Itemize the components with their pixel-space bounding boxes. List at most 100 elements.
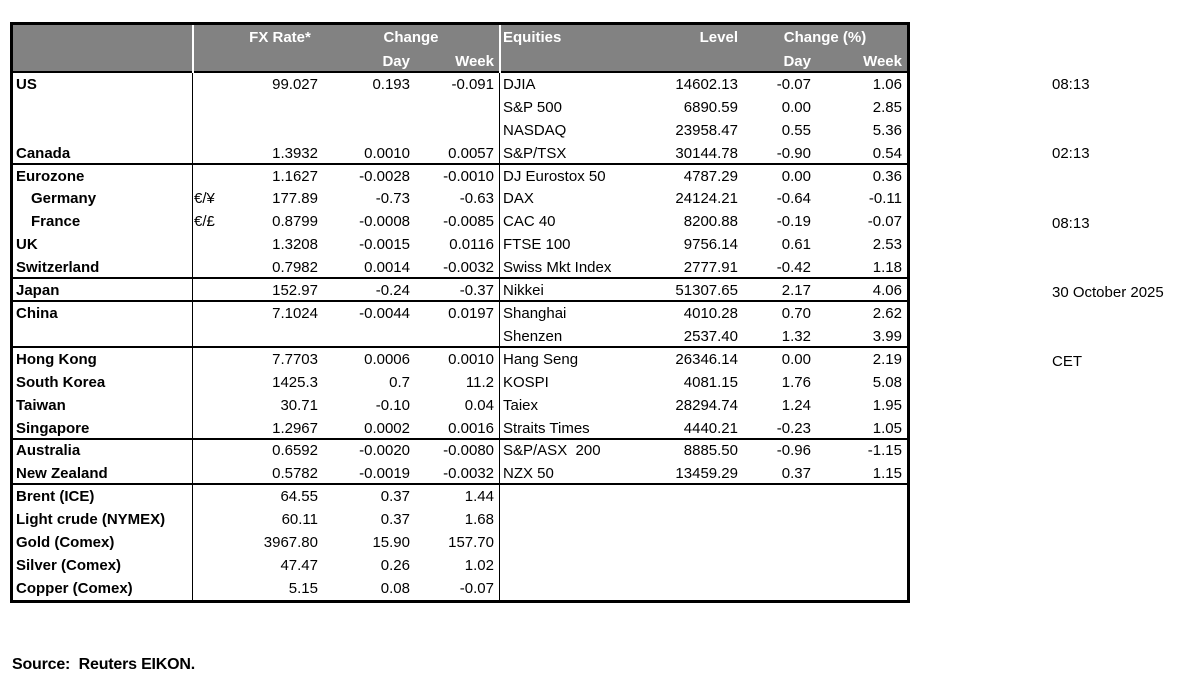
currency-pair-label: €/£	[194, 213, 215, 231]
fx-day-change: 0.0006	[364, 350, 410, 368]
region-label: France	[31, 213, 81, 231]
equity-name: S&P/TSX	[503, 144, 567, 162]
fx-rate-value: 152.97	[272, 282, 318, 300]
equity-level: 6890.59	[683, 98, 738, 116]
equity-name: NZX 50	[503, 465, 554, 483]
fx-day-change: 0.0010	[364, 144, 410, 162]
equity-level: 26346.14	[675, 350, 738, 368]
fx-day-change: 0.193	[372, 75, 410, 93]
fx-rate-value: 47.47	[280, 556, 318, 574]
table-row: Japan 152.97 -0.24 -0.37 Nikkei 51307.65 2.17 4…	[13, 279, 907, 302]
equity-day-change: 1.24	[781, 396, 811, 414]
table-row: Canada 1.3932 0.0010 0.0057 S&P/TSX 30144.78 -…	[13, 142, 907, 165]
equity-level: 51307.65	[675, 282, 738, 300]
fx-week-change: -0.091	[451, 75, 494, 93]
region-label: Taiwan	[16, 396, 66, 414]
table-row: China 7.1024 -0.0044 0.0197 Shanghai 4010.28 0…	[13, 302, 907, 325]
fx-day-change: -0.24	[375, 282, 410, 300]
fx-week-change: 0.0057	[448, 144, 494, 162]
region-label: Switzerland	[16, 259, 100, 277]
fx-week-change: 157.70	[448, 534, 494, 552]
fx-rate-value: 64.55	[280, 488, 318, 506]
region-label: Brent (ICE)	[16, 488, 95, 506]
timestamp-line: 02:13	[1052, 145, 1090, 163]
equity-name: Straits Times	[503, 419, 590, 437]
fx-rate-value: 30.71	[280, 396, 318, 414]
equity-week-change: 3.99	[872, 327, 902, 345]
fx-day-change: -0.0008	[359, 213, 410, 231]
fx-rate-value: 177.89	[272, 190, 318, 208]
fx-day-change: 0.37	[380, 511, 410, 529]
region-label: US	[16, 75, 37, 93]
region-label: Japan	[16, 282, 60, 300]
fx-week-change: 1.68	[464, 511, 494, 529]
fx-rate-value: 1.2967	[272, 419, 318, 437]
table-row: Light crude (NYMEX) 60.11 0.37 1.68	[13, 508, 907, 531]
fx-day-change: 0.0002	[364, 419, 410, 437]
equities-header: Equities	[503, 28, 562, 46]
equity-day-change: 2.17	[781, 282, 811, 300]
equity-week-change: 5.36	[872, 121, 902, 139]
fx-week-change: 0.04	[464, 396, 494, 414]
equity-day-change: -0.64	[776, 190, 811, 208]
region-label: Copper (Comex)	[16, 579, 133, 597]
equity-level: 8885.50	[683, 442, 738, 460]
fx-day-header: Day	[382, 52, 410, 70]
header-row-2: Day Week Day Week	[13, 49, 907, 73]
equity-level: 4010.28	[683, 305, 738, 323]
fx-day-change: 0.37	[380, 488, 410, 506]
fx-rate-value: 0.6592	[272, 442, 318, 460]
table-header: FX Rate* Change Equities Level Change (%…	[13, 25, 907, 73]
fx-day-change: 15.90	[372, 534, 410, 552]
equity-name: Shenzen	[503, 327, 563, 345]
equity-week-change: 1.15	[872, 465, 902, 483]
region-label: South Korea	[16, 373, 106, 391]
table-row: Gold (Comex) 3967.80 15.90 157.70	[13, 531, 907, 554]
header-cell-divider	[499, 25, 501, 73]
fx-rate-value: 7.7703	[272, 350, 318, 368]
equity-name: CAC 40	[503, 213, 556, 231]
table-body: US 99.027 0.193 -0.091 DJIA 14602.13 -0.07 1.06…	[13, 73, 907, 600]
fx-day-change: 0.7	[389, 373, 410, 391]
equity-name: Taiex	[503, 396, 539, 414]
equity-week-change: 1.05	[872, 419, 902, 437]
level-header: Level	[699, 28, 738, 46]
equity-day-change: 1.76	[781, 373, 811, 391]
fx-week-change: -0.0080	[443, 442, 494, 460]
equity-week-change: -0.11	[868, 190, 902, 208]
equity-level: 2537.40	[683, 327, 738, 345]
equity-name: Swiss Mkt Index	[503, 259, 612, 277]
fx-week-change: -0.0032	[443, 465, 494, 483]
fx-week-change: -0.37	[459, 282, 494, 300]
equity-name: FTSE 100	[503, 236, 571, 254]
equity-day-change: 0.70	[781, 305, 811, 323]
timestamp-line: 08:13	[1052, 76, 1090, 94]
header-cell-divider	[192, 25, 194, 73]
fx-day-change: -0.0015	[359, 236, 410, 254]
equity-name: S&P 500	[503, 98, 562, 116]
fx-week-change: 0.0010	[448, 350, 494, 368]
region-label: Light crude (NYMEX)	[16, 511, 166, 529]
equity-day-change: -0.19	[776, 213, 811, 231]
table-row: S&P 500 6890.59 0.00 2.85	[13, 96, 907, 119]
equity-day-change: -0.96	[776, 442, 811, 460]
equity-name: S&P/ASX 200	[503, 442, 601, 460]
fx-week-header: Week	[455, 52, 494, 70]
equity-level: 4081.15	[683, 373, 738, 391]
footnotes: Source: Reuters EIKON. * FX Rate for USD…	[12, 607, 809, 679]
equity-name: DAX	[503, 190, 534, 208]
table-row: Copper (Comex) 5.15 0.08 -0.07	[13, 577, 907, 600]
fx-day-change: 0.26	[380, 556, 410, 574]
equity-level: 24124.21	[675, 190, 738, 208]
equity-day-change: -0.90	[776, 144, 811, 162]
market-data-table: FX Rate* Change Equities Level Change (%…	[10, 22, 910, 603]
equity-week-change: 1.18	[872, 259, 902, 277]
equity-level: 14602.13	[675, 75, 738, 93]
header-row-1: FX Rate* Change Equities Level Change (%…	[13, 25, 907, 49]
equity-level: 28294.74	[675, 396, 738, 414]
region-label: Canada	[16, 144, 71, 162]
region-label: UK	[16, 236, 38, 254]
fx-week-change: 0.0016	[448, 419, 494, 437]
table-row: US 99.027 0.193 -0.091 DJIA 14602.13 -0.07 1.06	[13, 73, 907, 96]
